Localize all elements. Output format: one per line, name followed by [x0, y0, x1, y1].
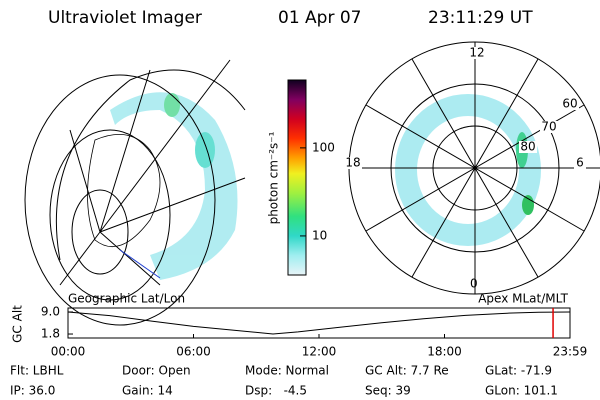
mlt-label: 0	[470, 277, 478, 291]
mlt-label: 6	[576, 156, 584, 170]
altitude-line	[67, 311, 571, 335]
x-tick-label: 00:00	[51, 345, 86, 359]
colorbar-label: photon cm⁻²s⁻¹	[267, 131, 281, 224]
status-field: GC Alt: 7.7 Re	[365, 364, 449, 378]
status-field: Door: Open	[122, 364, 191, 378]
status-field: GLon: 101.1	[485, 384, 558, 398]
right-panel-label: Apex MLat/MLT	[478, 292, 568, 306]
lat-label: 70	[541, 120, 556, 134]
x-tick-label: 23:59	[553, 345, 588, 359]
colorbar-tick-label: 10	[312, 228, 327, 242]
x-tick-label: 18:00	[427, 345, 462, 359]
mlt-label: 12	[469, 46, 484, 60]
title: Ultraviolet Imager	[48, 8, 202, 28]
status-field: GLat: -71.9	[485, 364, 552, 378]
status-field: Dsp: -4.5	[245, 384, 307, 398]
status-field: Seq: 39	[365, 384, 411, 398]
colorbar	[287, 79, 307, 276]
y-tick-label: 1.8	[41, 327, 60, 341]
mlt-label: 18	[345, 156, 360, 170]
lat-label: 60	[562, 97, 577, 111]
geo-map	[24, 59, 246, 326]
date: 01 Apr 07	[278, 8, 361, 28]
polar-plot	[348, 41, 600, 295]
colorbar-tick-label: 100	[312, 140, 335, 154]
lat-label: 80	[520, 140, 535, 154]
time: 23:11:29 UT	[428, 8, 533, 28]
alt-plot-frame	[67, 307, 571, 339]
left-panel-label: Geographic Lat/Lon	[68, 292, 185, 306]
status-field: Mode: Normal	[245, 364, 329, 378]
x-tick-label: 12:00	[302, 345, 337, 359]
x-tick-label: 06:00	[176, 345, 211, 359]
status-field: IP: 36.0	[10, 384, 55, 398]
y-axis-label: GC Alt	[11, 305, 25, 343]
status-field: Gain: 14	[122, 384, 173, 398]
y-tick-label: 9.0	[41, 304, 60, 318]
status-field: Flt: LBHL	[10, 364, 64, 378]
